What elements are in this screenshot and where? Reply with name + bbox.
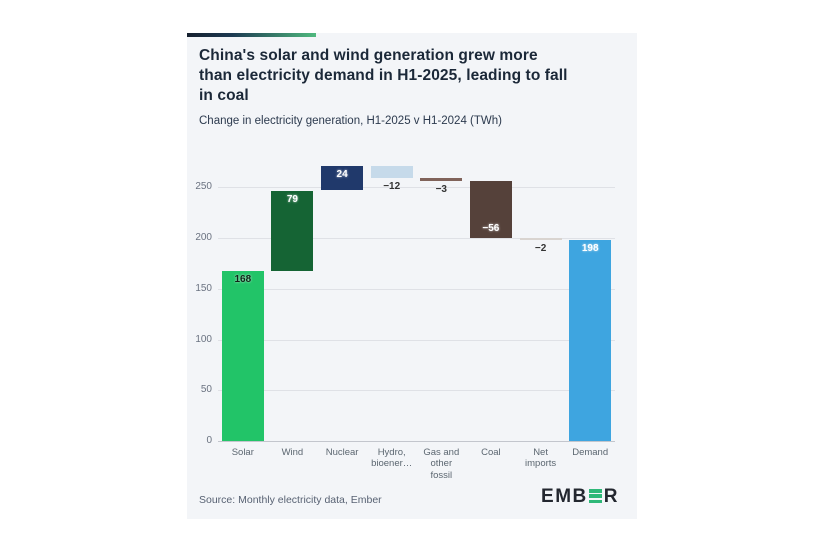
- bar-coal: [469, 181, 512, 239]
- logo-text-emb: EMB: [541, 485, 588, 507]
- y-tick-label: 50: [200, 384, 212, 396]
- value-label-gas-and-other-fossil: −3: [435, 184, 447, 196]
- bar-wind: [271, 190, 314, 271]
- value-label-solar: 168: [234, 273, 252, 285]
- gridline: [218, 187, 615, 189]
- y-tick-label: 100: [195, 333, 212, 345]
- logo-green-e-icon: [588, 489, 602, 503]
- zero-axis-line: [218, 441, 615, 442]
- value-label-wind: 79: [286, 193, 298, 205]
- bar-solar: [221, 270, 264, 441]
- category-label-coal: Coal: [481, 447, 501, 458]
- category-label-solar: Solar: [231, 447, 254, 458]
- bar-demand: [569, 240, 612, 441]
- gridline: [218, 339, 615, 341]
- y-tick-label: 200: [195, 232, 212, 244]
- category-label-wind: Wind: [281, 447, 304, 458]
- gridline: [218, 238, 615, 240]
- gridline: [218, 390, 615, 392]
- category-label-gas-and-other-fossil: Gas and other fossil: [423, 447, 460, 481]
- value-label-hydro-bioener: −12: [383, 181, 401, 193]
- value-label-nuclear: 24: [336, 169, 348, 181]
- y-tick-label: 250: [195, 181, 212, 193]
- value-label-demand: 198: [581, 243, 599, 255]
- bar-nuclear: [321, 166, 364, 191]
- bar-net-imports: [519, 238, 562, 241]
- bar-hydro-bioener: [370, 166, 413, 179]
- category-label-demand: Demand: [572, 447, 609, 458]
- chart-title: China's solar and wind generation grew m…: [199, 47, 568, 105]
- category-label-nuclear: Nuclear: [325, 447, 359, 458]
- bar-gas-and-other-fossil: [420, 178, 463, 182]
- chart-card: China's solar and wind generation grew m…: [187, 33, 637, 519]
- y-tick-label: 0: [206, 435, 212, 446]
- value-label-coal: −56: [482, 223, 500, 235]
- ember-logo: EMB R: [541, 485, 619, 507]
- source-note: Source: Monthly electricity data, Ember: [199, 494, 382, 506]
- value-label-net-imports: −2: [534, 243, 547, 255]
- accent-gradient-bar: [187, 33, 316, 37]
- chart-subtitle: Change in electricity generation, H1-202…: [199, 115, 502, 127]
- y-tick-label: 150: [195, 282, 212, 294]
- logo-text-r: R: [603, 485, 619, 507]
- gridline: [218, 288, 615, 290]
- category-label-hydro-bioener: Hydro, bioener…: [371, 447, 413, 470]
- waterfall-chart: 0 50 100 150 200 250 168 Solar 79 Wind 24 Nuclear −1…: [187, 157, 637, 513]
- category-label-net-imports: Net imports: [525, 447, 557, 470]
